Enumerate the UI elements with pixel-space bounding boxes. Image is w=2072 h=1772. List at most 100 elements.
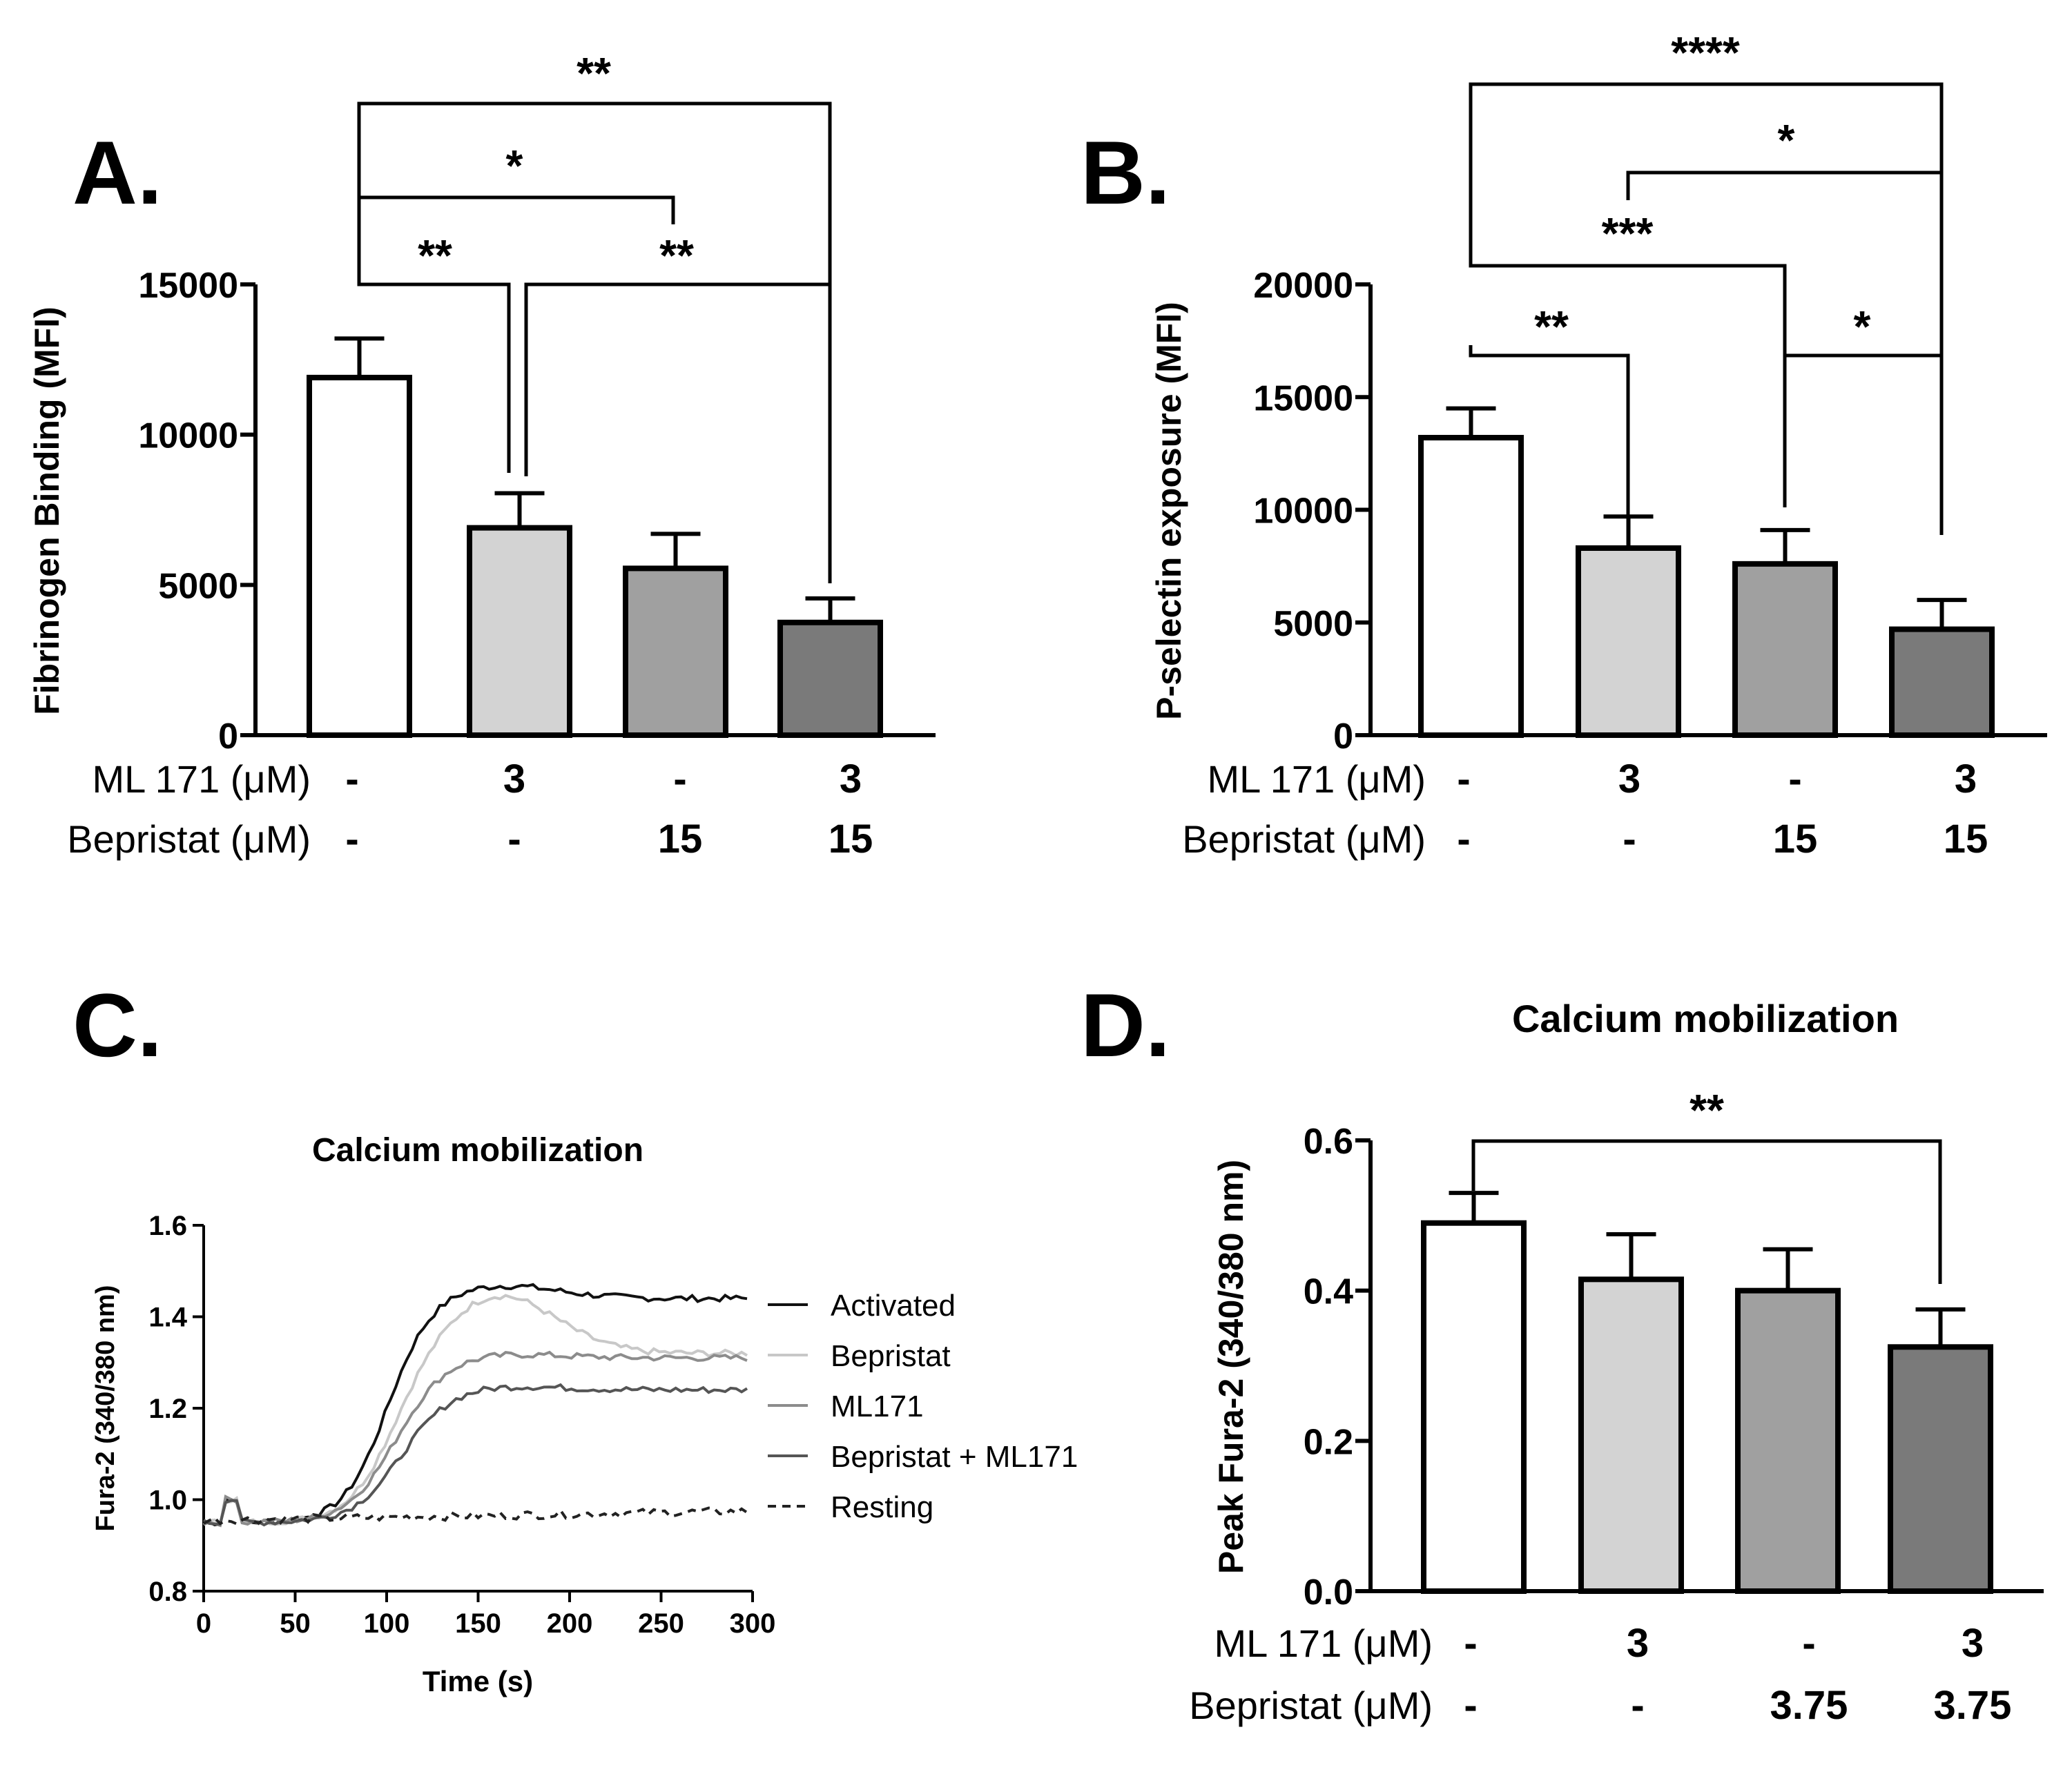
treatment-row-label: Bepristat (μM) <box>1182 817 1426 861</box>
panel-label: C. <box>72 975 162 1075</box>
bar <box>1578 1276 1684 1594</box>
series-line <box>203 1350 748 1528</box>
y-tick-label: 10000 <box>138 416 238 456</box>
x-axis-label: Time (s) <box>423 1665 533 1697</box>
bar <box>1735 1287 1841 1594</box>
bar <box>1888 1344 1993 1594</box>
y-axis-label: Fura-2 (340/380 nm) <box>91 1285 120 1532</box>
y-axis-label: Peak Fura-2 (340/380 nm) <box>1212 1160 1250 1574</box>
legend-label: Resting <box>831 1490 933 1524</box>
significance-label: ** <box>1534 302 1569 351</box>
significance-bracket <box>1469 345 1630 521</box>
y-tick-label: 1.4 <box>148 1303 187 1333</box>
series-line <box>203 1283 748 1527</box>
y-tick-label: 5000 <box>1273 604 1353 644</box>
panel-a: A. Fibrinogen Binding (MFI) 0 5000 10000 1500… <box>28 48 936 861</box>
panel-label: B. <box>1081 122 1170 223</box>
bar <box>1732 561 1838 738</box>
significance-label: * <box>1778 115 1795 165</box>
series-line <box>202 1383 748 1527</box>
panel-label: D. <box>1081 975 1170 1075</box>
treatment-value: - <box>1802 1621 1815 1666</box>
treatment-value: - <box>1457 817 1470 861</box>
y-tick-label: 10000 <box>1253 491 1353 532</box>
x-tick-label: 200 <box>547 1608 593 1639</box>
treatment-row-label: ML 171 (μM) <box>1214 1622 1433 1665</box>
y-tick-label: 0 <box>1333 717 1353 757</box>
panel-c: C. Calcium mobilization Fura-2 (340/380 nm… <box>72 975 1078 1697</box>
series-line <box>203 1506 748 1526</box>
treatment-row-label: Bepristat (μM) <box>67 817 311 861</box>
bar <box>1576 545 1681 738</box>
significance-label: * <box>506 141 523 191</box>
x-tick-label: 150 <box>455 1608 501 1639</box>
y-tick-label: 1.0 <box>148 1486 187 1516</box>
y-tick-label: 20000 <box>1253 266 1353 306</box>
significance-label: ** <box>659 231 694 280</box>
y-tick-label: 15000 <box>1253 378 1353 418</box>
treatment-value: 15 <box>658 817 703 861</box>
significance-bracket <box>1469 82 1944 535</box>
significance-label: ** <box>577 48 611 98</box>
treatment-value: - <box>1623 817 1636 861</box>
bar <box>623 565 728 739</box>
x-tick-label: 50 <box>280 1608 311 1639</box>
significance-bracket <box>357 173 511 473</box>
treatment-value: - <box>1457 757 1470 801</box>
bar <box>777 619 883 738</box>
bar <box>1889 626 1995 738</box>
y-tick-label: 1.2 <box>148 1394 187 1424</box>
bar <box>307 374 412 738</box>
treatment-value: - <box>1631 1683 1644 1728</box>
treatment-value: 3 <box>503 757 525 801</box>
treatment-value: - <box>345 817 358 861</box>
treatment-value: - <box>507 817 521 861</box>
bar <box>1418 435 1524 739</box>
treatment-value: 3 <box>1618 757 1640 801</box>
significance-bracket <box>357 101 832 583</box>
y-tick-label: 0 <box>218 717 238 757</box>
chart-title: Calcium mobilization <box>1512 997 1899 1040</box>
y-tick-label: 15000 <box>138 266 238 306</box>
significance-label: *** <box>1602 208 1654 258</box>
treatment-value: 3.75 <box>1934 1683 2012 1728</box>
panel-d: D. Calcium mobilization Peak Fura-2 (340/3… <box>1081 975 2044 1728</box>
significance-label: ** <box>1689 1085 1724 1135</box>
treatment-value: 3 <box>840 757 862 801</box>
significance-bracket <box>524 282 832 583</box>
significance-bracket <box>357 173 675 224</box>
x-tick-label: 100 <box>364 1608 410 1639</box>
treatment-value: 15 <box>1944 817 1988 861</box>
panel-label: A. <box>72 122 162 223</box>
treatment-row-label: Bepristat (μM) <box>1189 1684 1433 1727</box>
bar <box>467 525 572 738</box>
treatment-value: 3 <box>1962 1621 1984 1666</box>
x-tick-label: 250 <box>638 1608 684 1639</box>
significance-label: ** <box>418 231 452 280</box>
treatment-value: 3 <box>1627 1621 1649 1666</box>
significance-label: **** <box>1671 28 1740 77</box>
treatment-row-label: ML 171 (μM) <box>1208 757 1426 801</box>
y-tick-label: 0.0 <box>1304 1573 1353 1613</box>
treatment-value: 3 <box>1955 757 1977 801</box>
legend-label: Activated <box>831 1289 956 1323</box>
y-axis-label: P-selectin exposure (MFI) <box>1150 302 1188 720</box>
y-tick-label: 0.8 <box>148 1577 187 1607</box>
treatment-value: 3.75 <box>1770 1683 1848 1728</box>
y-tick-label: 0.2 <box>1304 1422 1353 1462</box>
panel-b: B. P-selectin exposure (MFI) 0 5000 10000 150… <box>1081 28 2047 861</box>
y-tick-label: 5000 <box>158 566 238 606</box>
treatment-value: - <box>673 757 686 801</box>
x-tick-label: 300 <box>730 1608 776 1639</box>
significance-bracket <box>1783 353 1944 535</box>
legend-label: Bepristat + ML171 <box>831 1440 1078 1474</box>
chart-title: Calcium mobilization <box>312 1132 643 1169</box>
treatment-value: - <box>1464 1683 1477 1728</box>
treatment-row-label: ML 171 (μM) <box>93 757 311 801</box>
significance-bracket <box>1471 1139 1942 1284</box>
series-line <box>202 1294 748 1527</box>
x-tick-label: 0 <box>196 1608 211 1639</box>
y-tick-label: 1.6 <box>148 1211 187 1241</box>
y-tick-label: 0.6 <box>1304 1122 1353 1162</box>
